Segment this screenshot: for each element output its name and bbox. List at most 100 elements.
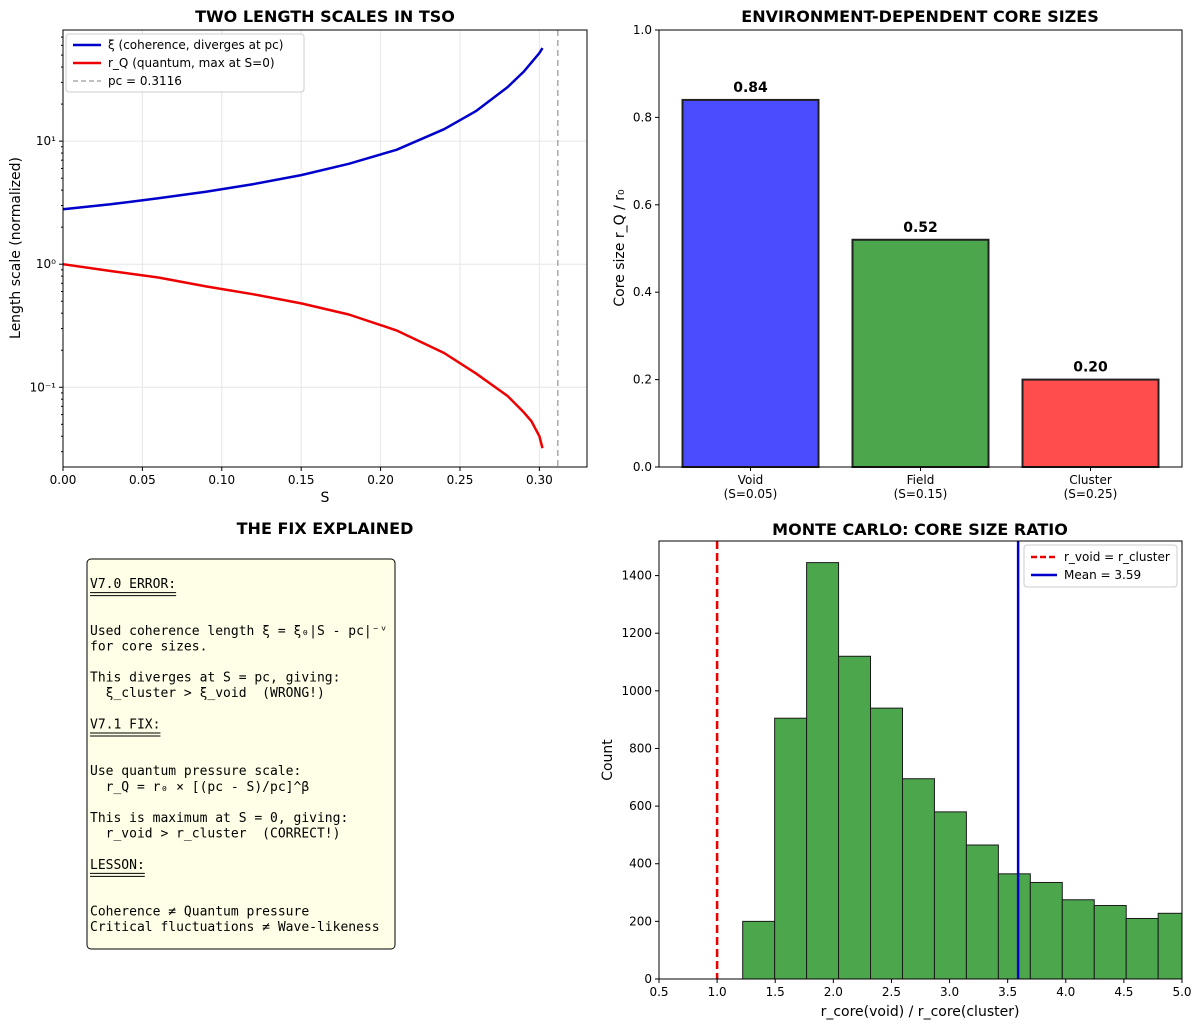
chart-title: TWO LENGTH SCALES IN TSO bbox=[195, 7, 455, 26]
x-tick-label: 2.0 bbox=[824, 985, 843, 999]
text-line: for core sizes. bbox=[90, 639, 207, 654]
y-tick-label: 800 bbox=[629, 741, 652, 755]
legend: ξ (coherence, diverges at pc) r_Q (quant… bbox=[65, 33, 305, 93]
histogram-bar bbox=[1029, 881, 1063, 980]
histogram-bar bbox=[997, 873, 1031, 980]
histogram-bar bbox=[1061, 899, 1095, 980]
y-tick-label: 0.4 bbox=[633, 285, 652, 299]
x-tick-label: Cluster bbox=[1069, 473, 1112, 487]
text-line: This diverges at S = pc, giving: bbox=[90, 671, 340, 686]
text-line: This is maximum at S = 0, giving: bbox=[90, 811, 348, 826]
x-tick-label: 0.10 bbox=[208, 473, 235, 487]
x-tick-label: 1.5 bbox=[766, 985, 785, 999]
y-axis-label: Core size r_Q / r₀ bbox=[612, 189, 628, 307]
bar-void bbox=[681, 98, 820, 468]
fix-explained-panel: THE FIX EXPLAINED V7.0 ERROR:═══════════… bbox=[86, 519, 414, 950]
x-tick-label: Void bbox=[738, 473, 764, 487]
y-axis-label: Count bbox=[600, 739, 616, 781]
histogram-bar bbox=[742, 920, 776, 980]
text-line: Coherence ≠ Quantum pressure bbox=[90, 905, 309, 920]
text-line: ξ_cluster > ξ_void (WRONG!) bbox=[90, 686, 325, 701]
text-line: ═══════ bbox=[89, 873, 145, 888]
x-tick-label: 0.5 bbox=[649, 985, 668, 999]
plot-frame bbox=[62, 29, 588, 468]
x-tick-sublabel: (S=0.05) bbox=[724, 487, 778, 501]
x-tick-label: 0.05 bbox=[129, 473, 156, 487]
text-line: Use quantum pressure scale: bbox=[90, 764, 301, 779]
bar-cluster bbox=[1021, 378, 1160, 469]
x-tick-label: 1.0 bbox=[708, 985, 727, 999]
y-tick-label: 0.2 bbox=[633, 373, 652, 387]
text-line: V7.0 ERROR: bbox=[90, 577, 176, 592]
y-tick-label: 1.0 bbox=[633, 23, 652, 37]
x-tick-label: 0.25 bbox=[447, 473, 474, 487]
panel-title: THE FIX EXPLAINED bbox=[237, 519, 414, 538]
y-tick-label: 1000 bbox=[621, 684, 652, 698]
bar-value-label: 0.20 bbox=[1073, 360, 1108, 376]
text-line: ═════════ bbox=[89, 733, 161, 748]
histogram-bar bbox=[1093, 905, 1127, 980]
x-tick-label: 3.5 bbox=[998, 985, 1017, 999]
monte-carlo-chart: MONTE CARLO: CORE SIZE RATIO 0.5 1.0 1.5 2.… bbox=[600, 520, 1192, 1020]
histogram-bar bbox=[1125, 917, 1159, 980]
core-sizes-chart: ENVIRONMENT-DEPENDENT CORE SIZES 0.84 0.5… bbox=[612, 7, 1183, 501]
x-tick-sublabel: (S=0.15) bbox=[894, 487, 948, 501]
x-tick-label: Field bbox=[907, 473, 935, 487]
xi-series-line bbox=[62, 47, 544, 211]
legend-box bbox=[65, 33, 305, 93]
bar-field bbox=[851, 238, 990, 468]
length-scales-chart: TWO LENGTH SCALES IN TSO 0.00 0.05 0.10 0.1… bbox=[8, 7, 588, 506]
text-line: r_void > r_cluster (CORRECT!) bbox=[90, 827, 340, 842]
y-tick-label: 10⁻¹ bbox=[30, 380, 57, 394]
histogram-bar bbox=[901, 778, 935, 980]
legend-label-xi: ξ (coherence, diverges at pc) bbox=[108, 38, 283, 52]
y-tick-label: 0.8 bbox=[633, 110, 652, 124]
chart-title: MONTE CARLO: CORE SIZE RATIO bbox=[772, 520, 1068, 539]
text-line: ═══════════ bbox=[89, 593, 176, 608]
y-tick-label: 0 bbox=[644, 972, 652, 986]
y-axis-label: Length scale (normalized) bbox=[8, 157, 24, 339]
y-tick-label: 0.0 bbox=[633, 460, 652, 474]
histogram-bar bbox=[965, 844, 999, 980]
text-line: Critical fluctuations ≠ Wave-likeness bbox=[90, 920, 380, 935]
text-line: r_Q = r₀ × [(pc - S)/pc]^β bbox=[90, 780, 309, 795]
plot-frame bbox=[658, 540, 1183, 980]
x-tick-label: 0.15 bbox=[288, 473, 315, 487]
x-axis-label: S bbox=[321, 490, 330, 506]
legend-box bbox=[1023, 544, 1178, 588]
legend-label-pc: pc = 0.3116 bbox=[108, 74, 182, 88]
x-tick-sublabel: (S=0.25) bbox=[1064, 487, 1118, 501]
bar-value-label: 0.52 bbox=[903, 220, 938, 236]
y-tick-label: 10⁰ bbox=[36, 257, 56, 271]
histogram-bar bbox=[838, 655, 872, 980]
chart-title: ENVIRONMENT-DEPENDENT CORE SIZES bbox=[741, 7, 1098, 26]
histogram-bar bbox=[933, 811, 967, 980]
x-tick-label: 2.5 bbox=[882, 985, 901, 999]
y-tick-label: 200 bbox=[629, 914, 652, 928]
x-axis-label: r_core(void) / r_core(cluster) bbox=[821, 1004, 1020, 1020]
histogram-bar bbox=[806, 562, 840, 980]
y-tick-label: 1200 bbox=[621, 626, 652, 640]
legend: r_void = r_cluster Mean = 3.59 bbox=[1023, 544, 1178, 588]
x-tick-label: 0.00 bbox=[50, 473, 77, 487]
bar-value-label: 0.84 bbox=[733, 80, 768, 96]
legend-label-rq: r_Q (quantum, max at S=0) bbox=[108, 56, 275, 70]
text-line: Used coherence length ξ = ξ₀|S - pc|⁻ᵛ bbox=[90, 624, 387, 639]
legend-label-equal: r_void = r_cluster bbox=[1064, 550, 1170, 564]
histogram-bar bbox=[870, 707, 903, 980]
legend-label-mean: Mean = 3.59 bbox=[1064, 568, 1141, 582]
x-tick-label: 4.0 bbox=[1056, 985, 1075, 999]
x-tick-label: 4.5 bbox=[1114, 985, 1133, 999]
x-tick-label: 3.0 bbox=[940, 985, 959, 999]
x-tick-label: 5.0 bbox=[1172, 985, 1191, 999]
rq-series-line bbox=[62, 262, 544, 449]
y-tick-label: 0.6 bbox=[633, 198, 652, 212]
histogram-bar bbox=[1157, 912, 1183, 980]
text-line: V7.1 FIX: bbox=[90, 717, 160, 732]
x-tick-label: 0.20 bbox=[367, 473, 394, 487]
y-tick-label: 400 bbox=[629, 857, 652, 871]
y-tick-label: 600 bbox=[629, 799, 652, 813]
y-tick-label: 10¹ bbox=[36, 134, 56, 148]
y-tick-label: 1400 bbox=[621, 569, 652, 583]
